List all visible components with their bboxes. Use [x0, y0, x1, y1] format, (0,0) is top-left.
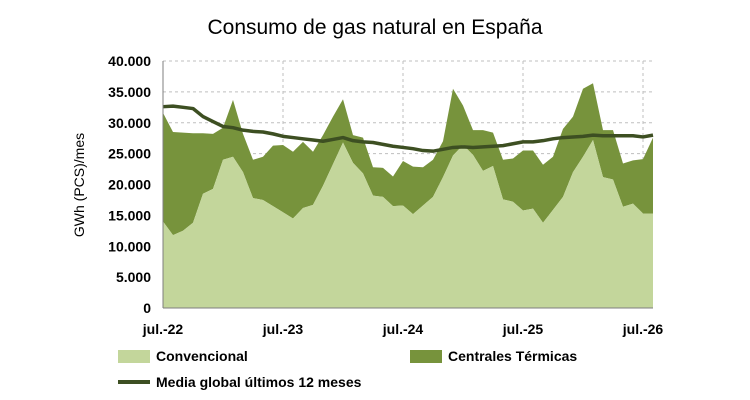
y-tick-label: 15.000	[108, 207, 151, 223]
line-series	[162, 104, 654, 153]
x-tick-labels: jul.-22 jul.-23 jul.-24 jul.-25 jul.-26	[142, 321, 664, 337]
area-series	[163, 83, 653, 308]
x-tick-label: jul.-22	[142, 321, 184, 337]
y-tick-label: 30.000	[108, 115, 151, 131]
legend-item-media-global: Media global últimos 12 meses	[118, 374, 361, 390]
x-tick-label: jul.-24	[382, 321, 424, 337]
y-tick-label: 20.000	[108, 177, 151, 193]
legend-swatch-centrales-termicas	[410, 349, 442, 363]
legend-item-centrales-termicas: Centrales Térmicas	[410, 348, 577, 364]
legend-swatch-media-global	[118, 380, 150, 384]
y-axis-label: GWh (PCS)/mes	[71, 133, 87, 237]
x-tick-label: jul.-25	[502, 321, 544, 337]
y-tick-label: 40.000	[108, 53, 151, 69]
line-media-global	[162, 104, 654, 153]
x-tick-label: jul.-26	[622, 321, 664, 337]
legend-label-media-global: Media global últimos 12 meses	[156, 374, 362, 390]
legend-item-convencional: Convencional	[118, 348, 248, 364]
y-tick-label: 10.000	[108, 238, 151, 254]
legend-label-centrales-termicas: Centrales Térmicas	[448, 348, 578, 364]
chart-title: Consumo de gas natural en España	[207, 16, 543, 39]
y-tick-label: 25.000	[108, 146, 151, 162]
y-tick-labels: 0 5.000 10.000 15.000 20.000 25.000 30.000 35.0…	[108, 53, 151, 316]
y-tick-label: 5.000	[116, 269, 151, 285]
area-convencional	[163, 140, 653, 308]
y-tick-label: 0	[143, 300, 151, 316]
area-centrales-termicas	[163, 83, 653, 236]
legend-swatch-convencional	[118, 349, 150, 363]
y-tick-label: 35.000	[108, 84, 151, 100]
x-tick-label: jul.-23	[262, 321, 304, 337]
legend-label-convencional: Convencional	[156, 348, 248, 364]
axes	[162, 61, 653, 309]
